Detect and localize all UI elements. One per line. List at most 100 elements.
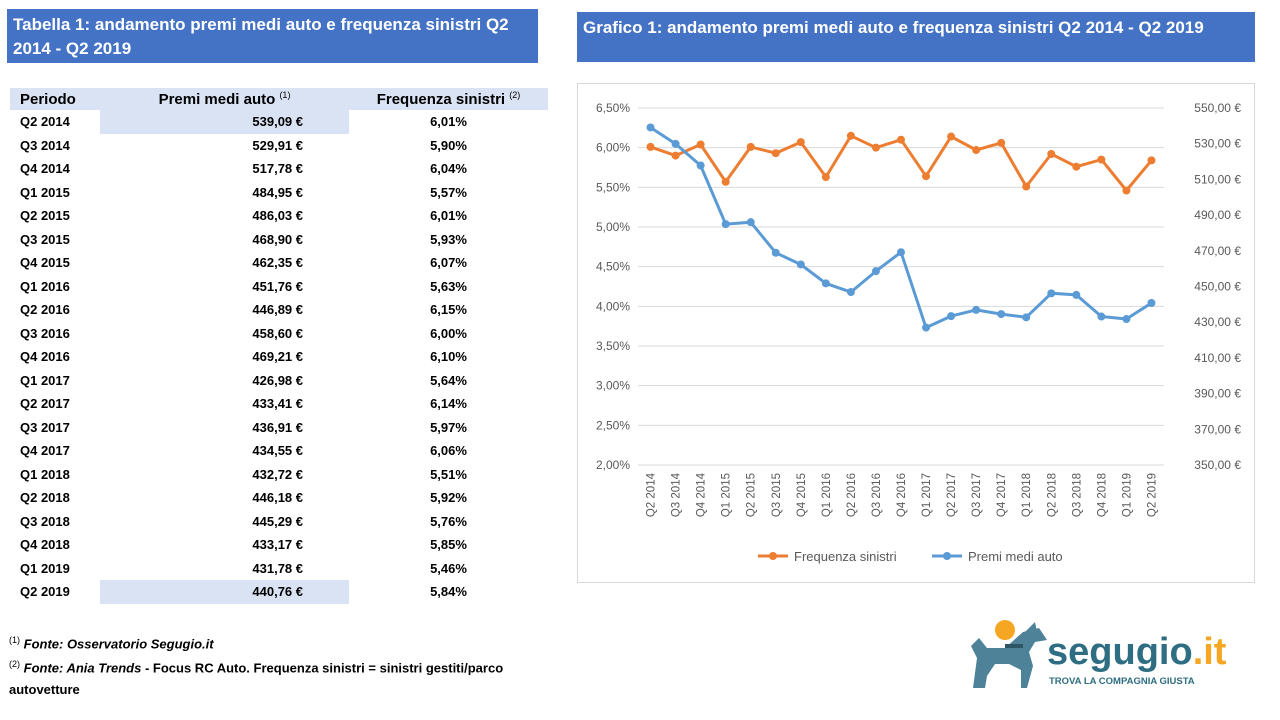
data-point — [646, 142, 655, 151]
data-point — [671, 151, 680, 160]
x-axis-tick: Q3 2014 — [671, 472, 683, 517]
data-point — [1147, 156, 1156, 165]
table-row: Q2 2014 539,09 € 6,01% — [10, 110, 548, 134]
data-point — [947, 132, 956, 141]
left-axis-tick: 6,50% — [596, 101, 630, 115]
left-axis-tick: 2,50% — [596, 418, 630, 432]
table-row: Q3 2015 468,90 € 5,93% — [10, 228, 548, 252]
x-axis-tick: Q4 2017 — [996, 473, 1008, 517]
data-point — [997, 138, 1006, 147]
x-axis-tick: Q4 2014 — [696, 472, 708, 517]
premium-cell: 462,35 € — [252, 255, 303, 271]
period-cell: Q3 2014 — [20, 137, 70, 153]
table-row: Q1 2017 426,98 € 5,64% — [10, 369, 548, 393]
right-axis-tick: 470,00 € — [1194, 244, 1241, 258]
frequency-cell: 5,57% — [430, 184, 467, 200]
period-cell: Q1 2015 — [20, 184, 70, 200]
data-point — [696, 140, 705, 149]
period-cell: Q2 2016 — [20, 302, 70, 318]
data-point — [897, 248, 905, 257]
premium-cell: 436,91 € — [252, 419, 303, 435]
left-axis-tick: 2,00% — [596, 458, 630, 472]
table-row: Q4 2016 469,21 € 6,10% — [10, 345, 548, 369]
table-title: Tabella 1: andamento premi medi auto e f… — [7, 9, 538, 63]
data-point — [846, 131, 855, 140]
table-row: Q1 2016 451,76 € 5,63% — [10, 275, 548, 299]
period-cell: Q2 2018 — [20, 490, 70, 506]
table-row: Q4 2014 517,78 € 6,04% — [10, 157, 548, 181]
data-point — [771, 149, 780, 158]
x-axis-tick: Q3 2018 — [1071, 473, 1083, 517]
header-premium: Premi medi auto (1) — [100, 88, 349, 110]
x-axis-tick: Q4 2015 — [796, 473, 808, 517]
data-point — [746, 142, 755, 151]
frequency-cell: 6,01% — [430, 208, 467, 224]
x-axis-tick: Q1 2019 — [1121, 473, 1133, 517]
x-axis-tick: Q2 2019 — [1146, 473, 1158, 517]
data-point — [696, 161, 705, 170]
header-period: Periodo — [10, 88, 100, 110]
data-point — [1022, 182, 1031, 191]
legend-label: Frequenza sinistri — [794, 549, 897, 564]
frequency-cell: 5,97% — [430, 419, 467, 435]
period-cell: Q4 2018 — [20, 537, 70, 553]
x-axis-tick: Q2 2018 — [1046, 473, 1058, 517]
x-axis-tick: Q3 2016 — [871, 473, 883, 517]
table-row: Q1 2015 484,95 € 5,57% — [10, 181, 548, 205]
data-point — [1072, 162, 1081, 171]
line-chart: 2,00% 2,50% 3,00% 3,50% 4,00% 4,50% 5,00% 5,50%… — [596, 101, 1241, 564]
frequency-cell: 6,01% — [430, 114, 467, 130]
frequency-cell: 5,84% — [430, 584, 467, 600]
data-point — [871, 267, 880, 276]
premium-cell: 433,17 € — [252, 537, 303, 553]
left-axis-tick: 3,50% — [596, 339, 630, 353]
data-point — [746, 218, 755, 227]
frequency-cell: 5,51% — [430, 466, 467, 482]
period-cell: Q4 2017 — [20, 443, 70, 459]
table-header-row: Periodo Premi medi auto (1) Frequenza si… — [10, 88, 548, 110]
data-point — [947, 312, 956, 321]
data-point — [1122, 186, 1131, 195]
right-axis-tick: 530,00 € — [1194, 137, 1241, 151]
data-point — [897, 135, 905, 144]
left-axis-tick: 4,50% — [596, 260, 630, 274]
period-cell: Q1 2016 — [20, 278, 70, 294]
premium-cell: 469,21 € — [252, 349, 303, 365]
period-cell: Q2 2019 — [20, 584, 70, 600]
premium-cell: 517,78 € — [252, 161, 303, 177]
data-point — [922, 172, 931, 181]
data-point — [646, 123, 655, 132]
frequency-cell: 6,06% — [430, 443, 467, 459]
premium-cell: 432,72 € — [252, 466, 303, 482]
frequency-cell: 5,85% — [430, 537, 467, 553]
table-row: Q2 2015 486,03 € 6,01% — [10, 204, 548, 228]
data-point — [771, 248, 780, 257]
data-point — [1047, 289, 1056, 298]
period-cell: Q2 2017 — [20, 396, 70, 412]
table-row: Q2 2019 440,76 € 5,84% — [10, 580, 548, 604]
x-axis-tick: Q2 2014 — [646, 472, 658, 517]
period-cell: Q3 2018 — [20, 513, 70, 529]
data-point — [796, 138, 805, 147]
frequency-cell: 6,07% — [430, 255, 467, 271]
frequency-cell: 5,63% — [430, 278, 467, 294]
left-axis-tick: 4,00% — [596, 299, 630, 313]
x-axis-tick: Q1 2016 — [821, 473, 833, 517]
premium-cell: 446,89 € — [252, 302, 303, 318]
brand-name: segugio.it — [1047, 631, 1227, 673]
table-row: Q4 2017 434,55 € 6,06% — [10, 439, 548, 463]
data-point — [1147, 298, 1156, 307]
right-axis-tick: 350,00 € — [1194, 458, 1241, 472]
period-cell: Q3 2017 — [20, 419, 70, 435]
legend-marker — [943, 552, 951, 560]
chart-title: Grafico 1: andamento premi medi auto e f… — [577, 12, 1255, 62]
x-axis-tick: Q1 2018 — [1021, 473, 1033, 517]
right-axis-tick: 450,00 € — [1194, 280, 1241, 294]
data-point — [671, 139, 680, 148]
x-axis-tick: Q4 2018 — [1096, 473, 1108, 517]
chart-area: 2,00% 2,50% 3,00% 3,50% 4,00% 4,50% 5,00% 5,50%… — [577, 83, 1255, 583]
frequency-cell: 6,15% — [430, 302, 467, 318]
premium-cell: 446,18 € — [252, 490, 303, 506]
data-point — [821, 173, 830, 182]
data-point — [1097, 155, 1106, 164]
